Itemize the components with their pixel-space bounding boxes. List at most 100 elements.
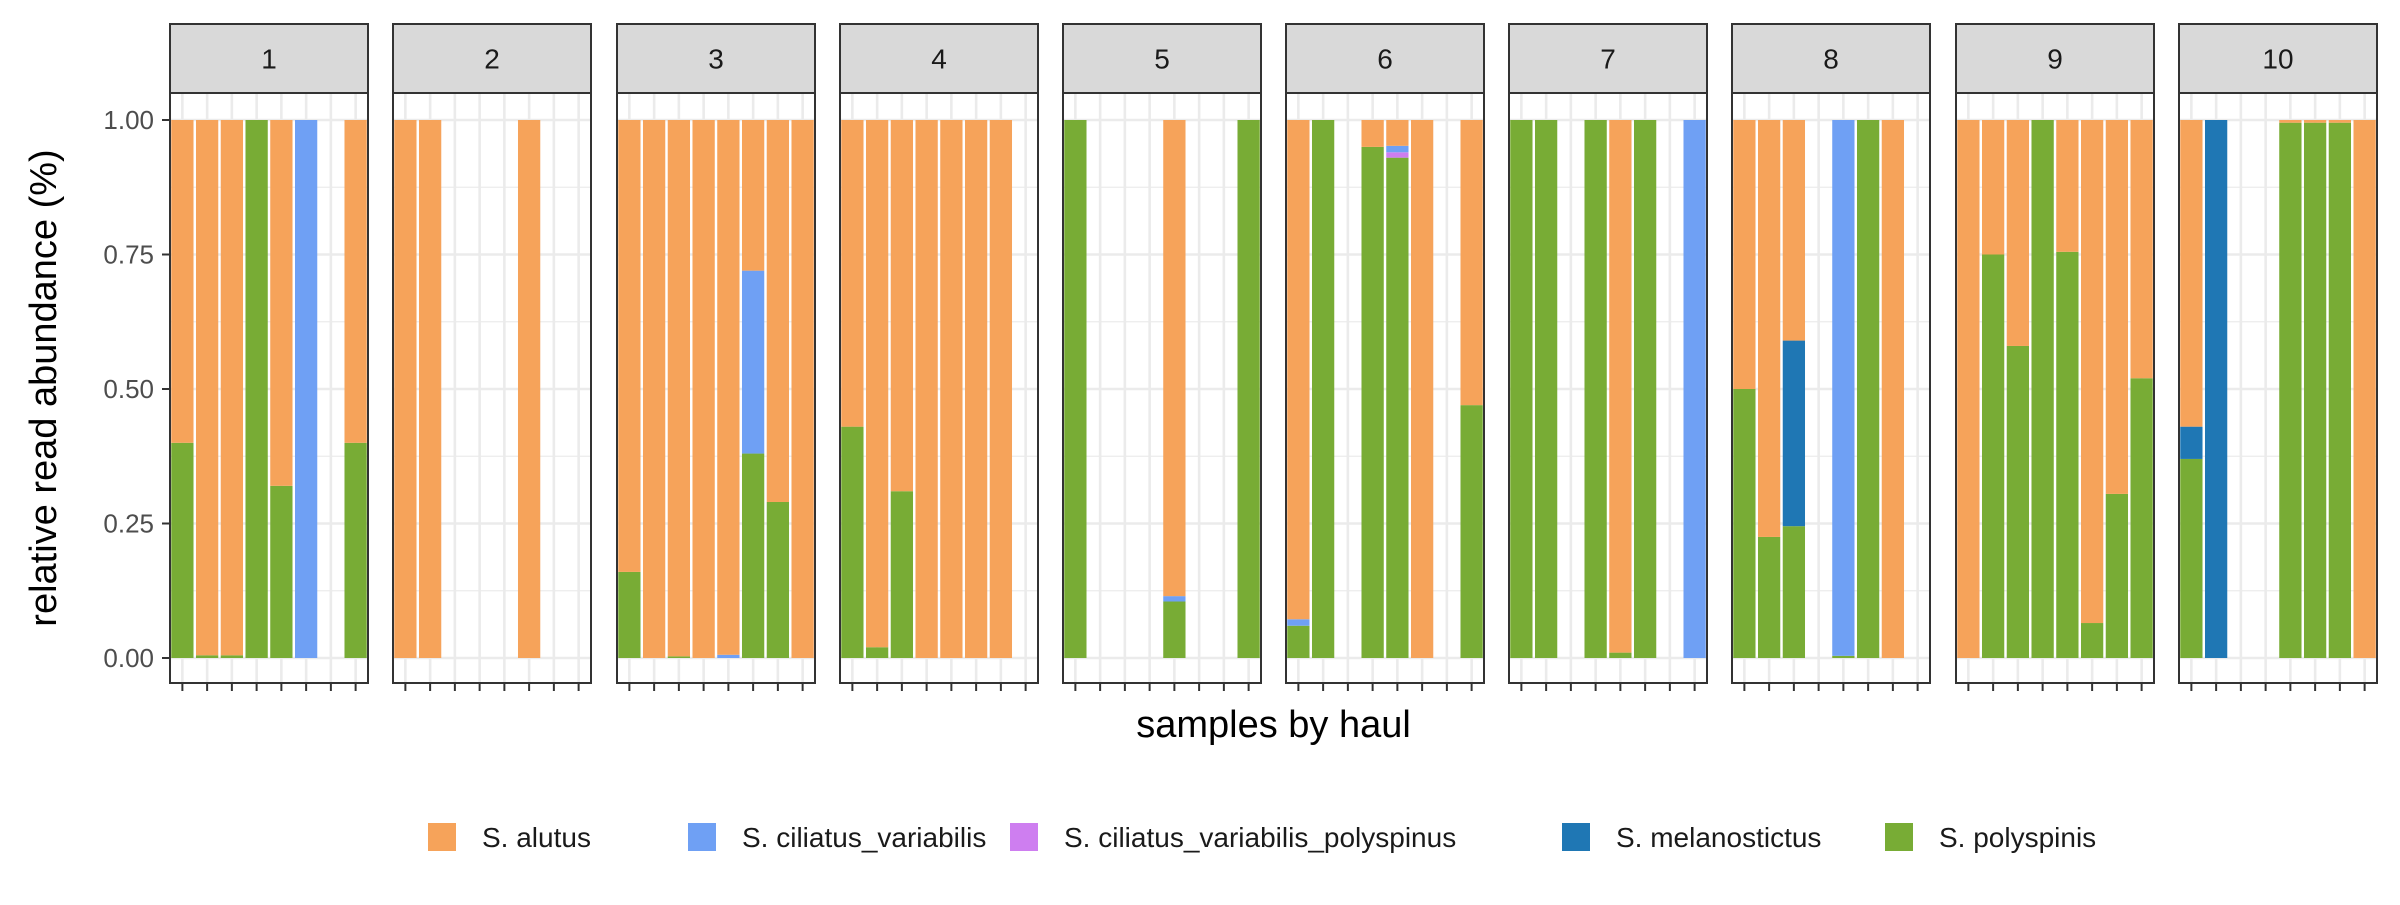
bar-segment-alutus bbox=[1361, 120, 1384, 147]
bar-segment-alutus bbox=[2279, 120, 2302, 123]
panel-border bbox=[1285, 92, 1485, 684]
bar-segment-ciliatus-variabilis bbox=[1683, 120, 1706, 658]
panel-border bbox=[169, 92, 369, 684]
y-tick-label: 0.25 bbox=[103, 509, 154, 539]
legend-label: S. ciliatus_variabilis bbox=[742, 822, 986, 853]
bar-segment-ciliatus-variabilis bbox=[294, 120, 318, 658]
bar-segment-alutus bbox=[2056, 120, 2079, 252]
facet-panel-3: 3 bbox=[616, 23, 816, 691]
bar-segment-polyspinis bbox=[1386, 157, 1409, 658]
bar-segment-alutus bbox=[1981, 120, 2005, 255]
bar-segment-alutus bbox=[2080, 120, 2104, 624]
bar-segment-alutus bbox=[915, 120, 938, 658]
facet-panel-7: 7 bbox=[1508, 23, 1708, 691]
facet-strip bbox=[839, 23, 1039, 94]
facet-panel-2: 2 bbox=[392, 23, 592, 691]
facet-strip bbox=[1508, 23, 1708, 94]
bar-segment-polyspinis bbox=[2080, 623, 2104, 658]
legend-label: S. polyspinis bbox=[1939, 822, 2096, 853]
bar-segment-alutus bbox=[1782, 120, 1806, 341]
bar-segment-alutus bbox=[940, 120, 963, 658]
legend-label: S. alutus bbox=[482, 822, 591, 853]
bar-segment-polyspinis bbox=[1237, 120, 1260, 658]
facet-strip bbox=[1062, 23, 1262, 94]
panel-border bbox=[1062, 92, 1262, 684]
bar-segment-polyspinis bbox=[1287, 625, 1310, 658]
legend-swatch bbox=[1562, 823, 1590, 851]
bar-segment-melanostictus bbox=[2180, 426, 2203, 459]
bar-segment-polyspinis bbox=[2180, 458, 2203, 658]
bar-segment-polyspinis bbox=[1856, 120, 1880, 658]
bar-segment-alutus bbox=[717, 120, 740, 655]
bar-segment-ciliatus-variabilis bbox=[741, 270, 765, 454]
bar-segment-melanostictus bbox=[1782, 340, 1806, 527]
facet-strip-label: 1 bbox=[261, 44, 277, 75]
panel-border bbox=[1508, 92, 1708, 684]
bar-segment-polyspinis bbox=[618, 571, 641, 658]
bar-segment-polyspinis bbox=[171, 442, 194, 658]
bar-segment-alutus bbox=[667, 120, 691, 657]
bar-segment-polyspinis bbox=[1584, 120, 1607, 658]
bar-segment-alutus bbox=[195, 120, 219, 656]
bar-segment-alutus bbox=[418, 120, 442, 658]
facet-strip-label: 5 bbox=[1154, 44, 1170, 75]
panel-border bbox=[2178, 92, 2378, 684]
bar-segment-polyspinis bbox=[1163, 601, 1186, 658]
bar-segment-ciliatus-variabilis bbox=[1287, 619, 1310, 626]
bar-segment-alutus bbox=[2328, 120, 2352, 123]
facet-strip bbox=[1731, 23, 1931, 94]
bar-segment-polyspinis bbox=[1510, 120, 1533, 658]
bar-segment-polyspinis bbox=[1534, 120, 1558, 658]
legend-label: S. ciliatus_variabilis_polyspinus bbox=[1064, 822, 1456, 853]
bar-segment-polyspinis bbox=[245, 120, 268, 658]
bar-segment-alutus bbox=[618, 120, 641, 572]
bar-segment-polyspinis bbox=[220, 655, 244, 658]
bar-segment-polyspinis bbox=[2279, 122, 2302, 658]
x-axis-title: samples by haul bbox=[1136, 704, 1411, 746]
facet-strip bbox=[169, 23, 369, 94]
bar-segment-alutus bbox=[1757, 120, 1781, 537]
bar-segment-alutus bbox=[989, 120, 1013, 658]
facet-panel-1: 1 bbox=[169, 23, 369, 691]
bar-segment-alutus bbox=[220, 120, 244, 656]
bar-segment-polyspinis bbox=[270, 485, 293, 658]
bar-segment-polyspinis bbox=[1733, 389, 1756, 658]
bar-segment-polyspinis bbox=[890, 491, 914, 658]
bar-segment-polyspinis bbox=[1981, 254, 2005, 658]
facet-strip-label: 4 bbox=[931, 44, 947, 75]
y-tick-label: 1.00 bbox=[103, 105, 154, 135]
bar-segment-polyspinis bbox=[1633, 120, 1657, 658]
bar-segment-alutus bbox=[2105, 120, 2129, 494]
bar-segment-polyspinis bbox=[865, 647, 889, 658]
legend-swatch bbox=[688, 823, 716, 851]
facet-strip-label: 2 bbox=[484, 44, 500, 75]
bar-segment-alutus bbox=[766, 120, 790, 502]
y-tick-label: 0.50 bbox=[103, 374, 154, 404]
panel-border bbox=[1731, 92, 1931, 684]
bar-segment-polyspinis bbox=[741, 453, 765, 658]
panel-border bbox=[392, 92, 592, 684]
bar-segment-alutus bbox=[1957, 120, 1980, 658]
bar-segment-ciliatus-variabilis bbox=[717, 654, 740, 658]
bar-segment-polyspinis bbox=[1064, 120, 1087, 658]
legend-swatch bbox=[1885, 823, 1913, 851]
bar-segment-ciliatus-variabilis-polyspinus bbox=[1386, 152, 1409, 158]
bar-segment-alutus bbox=[394, 120, 417, 658]
bar-segment-alutus bbox=[1163, 120, 1186, 597]
facet-strip-label: 9 bbox=[2047, 44, 2063, 75]
facet-strip bbox=[392, 23, 592, 94]
bar-segment-alutus bbox=[741, 120, 765, 271]
bar-segment-alutus bbox=[1410, 120, 1434, 658]
bar-segment-polyspinis bbox=[2303, 122, 2327, 658]
legend-label: S. melanostictus bbox=[1616, 822, 1821, 853]
facet-panel-6: 6 bbox=[1285, 23, 1485, 691]
bar-segment-alutus bbox=[1881, 120, 1905, 658]
bar-segment-polyspinis bbox=[195, 655, 219, 658]
bar-segment-alutus bbox=[517, 120, 541, 658]
facet-panel-8: 8 bbox=[1731, 23, 1931, 691]
facet-strip-label: 7 bbox=[1600, 44, 1616, 75]
legend-swatch bbox=[428, 823, 456, 851]
bar-segment-polyspinis bbox=[2006, 345, 2030, 658]
bar-segment-polyspinis bbox=[1782, 526, 1806, 658]
bar-segment-melanostictus bbox=[2204, 120, 2228, 658]
